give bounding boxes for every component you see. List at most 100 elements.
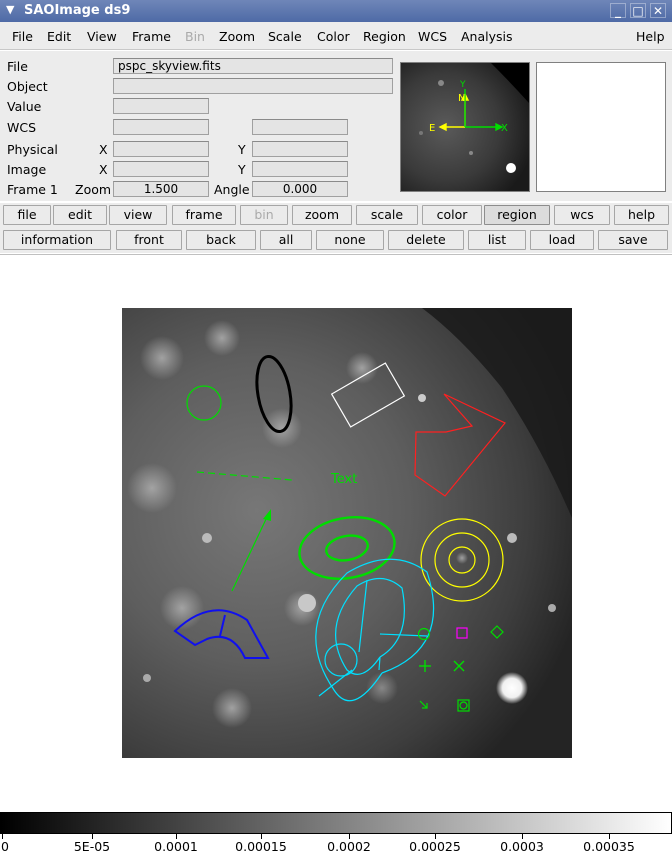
button-zoom[interactable]: zoom <box>292 205 352 225</box>
image-star-small <box>418 394 426 402</box>
region-polygon[interactable] <box>414 393 506 497</box>
point-circle-marker[interactable] <box>417 627 431 641</box>
physical-x-value <box>113 141 209 157</box>
button-region[interactable]: region <box>484 205 550 225</box>
region-annulus-outer[interactable] <box>420 518 504 602</box>
menu-frame[interactable]: Frame <box>132 29 171 44</box>
colorbar[interactable] <box>0 812 672 834</box>
region-annulus-middle[interactable] <box>434 532 490 588</box>
region-text[interactable]: Text <box>330 472 357 487</box>
menu-color[interactable]: Color <box>317 29 350 44</box>
button-save[interactable]: save <box>598 230 668 250</box>
object-value <box>113 78 393 94</box>
colorbar-tick <box>176 834 177 839</box>
image-canvas[interactable]: Text <box>0 254 672 810</box>
image-star-small <box>143 674 151 682</box>
button-information[interactable]: information <box>3 230 111 250</box>
value-label: Value <box>7 99 42 114</box>
menu-view[interactable]: View <box>87 29 117 44</box>
colorbar-label: 0.00025 <box>409 839 461 854</box>
region-line-dashed[interactable] <box>196 471 293 481</box>
button-all[interactable]: all <box>260 230 312 250</box>
image-star-small <box>202 533 212 543</box>
colorbar-label: 5E-05 <box>73 839 111 854</box>
colorbar-label: 0.00035 <box>583 839 635 854</box>
angle-label: Angle <box>214 182 250 197</box>
image-label: Image <box>7 162 47 177</box>
button-file[interactable]: file <box>3 205 51 225</box>
image-blob <box>140 336 184 380</box>
panner[interactable]: N E Y X <box>400 62 530 192</box>
minimize-button[interactable]: _ <box>610 3 626 18</box>
menu-zoom[interactable]: Zoom <box>219 29 256 44</box>
menu-help[interactable]: Help <box>636 29 665 44</box>
image-blob <box>127 463 177 513</box>
region-circle[interactable] <box>186 385 222 421</box>
close-button[interactable]: ✕ <box>650 3 666 18</box>
frame-label: Frame 1 <box>7 182 58 197</box>
colorbar-label: 0.0001 <box>154 839 198 854</box>
region-ellipse-black[interactable] <box>252 354 297 434</box>
image-blob <box>212 688 252 728</box>
button-list[interactable]: list <box>468 230 526 250</box>
region-epanda[interactable] <box>315 558 435 702</box>
window-menu-icon[interactable]: ▼ <box>6 3 15 16</box>
menubar: File Edit View Frame Bin Zoom Scale Colo… <box>0 22 672 50</box>
fits-image[interactable]: Text <box>122 308 572 758</box>
maximize-button[interactable]: □ <box>630 3 646 18</box>
menu-region[interactable]: Region <box>363 29 406 44</box>
menu-scale[interactable]: Scale <box>268 29 302 44</box>
button-bin[interactable]: bin <box>240 205 288 225</box>
colorbar-label: 0 <box>1 839 9 854</box>
image-dark-region <box>422 308 572 518</box>
menu-bin[interactable]: Bin <box>185 29 205 44</box>
point-diamond-marker[interactable] <box>490 625 504 639</box>
region-vector[interactable] <box>231 514 269 592</box>
image-blob <box>262 408 302 448</box>
button-load[interactable]: load <box>530 230 594 250</box>
region-ellipse-annulus-inner[interactable] <box>324 533 370 564</box>
colorbar-label: 0.0002 <box>327 839 371 854</box>
colorbar-tick <box>522 834 523 839</box>
region-box[interactable] <box>330 362 406 428</box>
point-boxcircle-marker[interactable] <box>457 699 470 712</box>
button-front[interactable]: front <box>116 230 182 250</box>
fits-image-svg: Text <box>122 308 572 758</box>
image-blob <box>204 320 240 356</box>
colorbar-label: 0.0003 <box>500 839 544 854</box>
button-wcs[interactable]: wcs <box>554 205 610 225</box>
object-label: Object <box>7 79 48 94</box>
button-back[interactable]: back <box>186 230 256 250</box>
region-vector-head <box>263 509 271 521</box>
button-none[interactable]: none <box>316 230 384 250</box>
menu-edit[interactable]: Edit <box>47 29 72 44</box>
region-annulus-inner[interactable] <box>448 546 476 574</box>
region-panda-divider <box>219 614 226 637</box>
panner-y-label: Y <box>459 80 466 90</box>
button-help[interactable]: help <box>614 205 669 225</box>
file-value: pspc_skyview.fits <box>113 58 393 74</box>
menu-wcs[interactable]: WCS <box>418 29 448 44</box>
image-blob <box>366 672 398 704</box>
point-cross-marker[interactable] <box>419 660 431 672</box>
button-color[interactable]: color <box>422 205 482 225</box>
point-box-marker[interactable] <box>456 627 468 639</box>
menu-file[interactable]: File <box>12 29 33 44</box>
button-edit[interactable]: edit <box>53 205 107 225</box>
panner-east-label: E <box>429 123 435 134</box>
button-frame[interactable]: frame <box>172 205 236 225</box>
angle-value: 0.000 <box>252 181 348 197</box>
colorbar-scale: 0 5E-05 0.0001 0.00015 0.0002 0.00025 0.… <box>0 834 672 863</box>
physical-y-value <box>252 141 348 157</box>
point-x-marker[interactable] <box>453 660 465 672</box>
menu-analysis[interactable]: Analysis <box>461 29 513 44</box>
region-panda[interactable] <box>173 609 270 659</box>
zoom-value: 1.500 <box>113 181 209 197</box>
button-scale[interactable]: scale <box>356 205 418 225</box>
region-ellipse-annulus-outer[interactable] <box>295 510 400 586</box>
button-view[interactable]: view <box>109 205 167 225</box>
point-arrow-marker[interactable] <box>419 700 428 709</box>
image-blob <box>346 352 378 384</box>
button-delete[interactable]: delete <box>388 230 464 250</box>
image-blob <box>160 586 204 630</box>
